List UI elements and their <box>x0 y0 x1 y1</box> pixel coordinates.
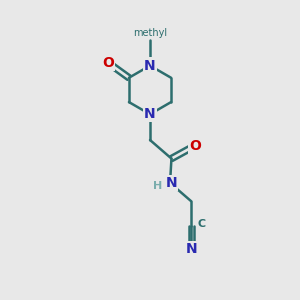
Text: O: O <box>189 139 201 153</box>
Text: O: O <box>102 56 114 70</box>
Text: N: N <box>144 58 156 73</box>
Text: methyl: methyl <box>133 28 167 38</box>
Text: C: C <box>197 219 206 230</box>
Text: N: N <box>166 176 177 190</box>
Text: N: N <box>186 242 197 256</box>
Text: H: H <box>152 181 162 191</box>
Text: N: N <box>144 107 156 121</box>
